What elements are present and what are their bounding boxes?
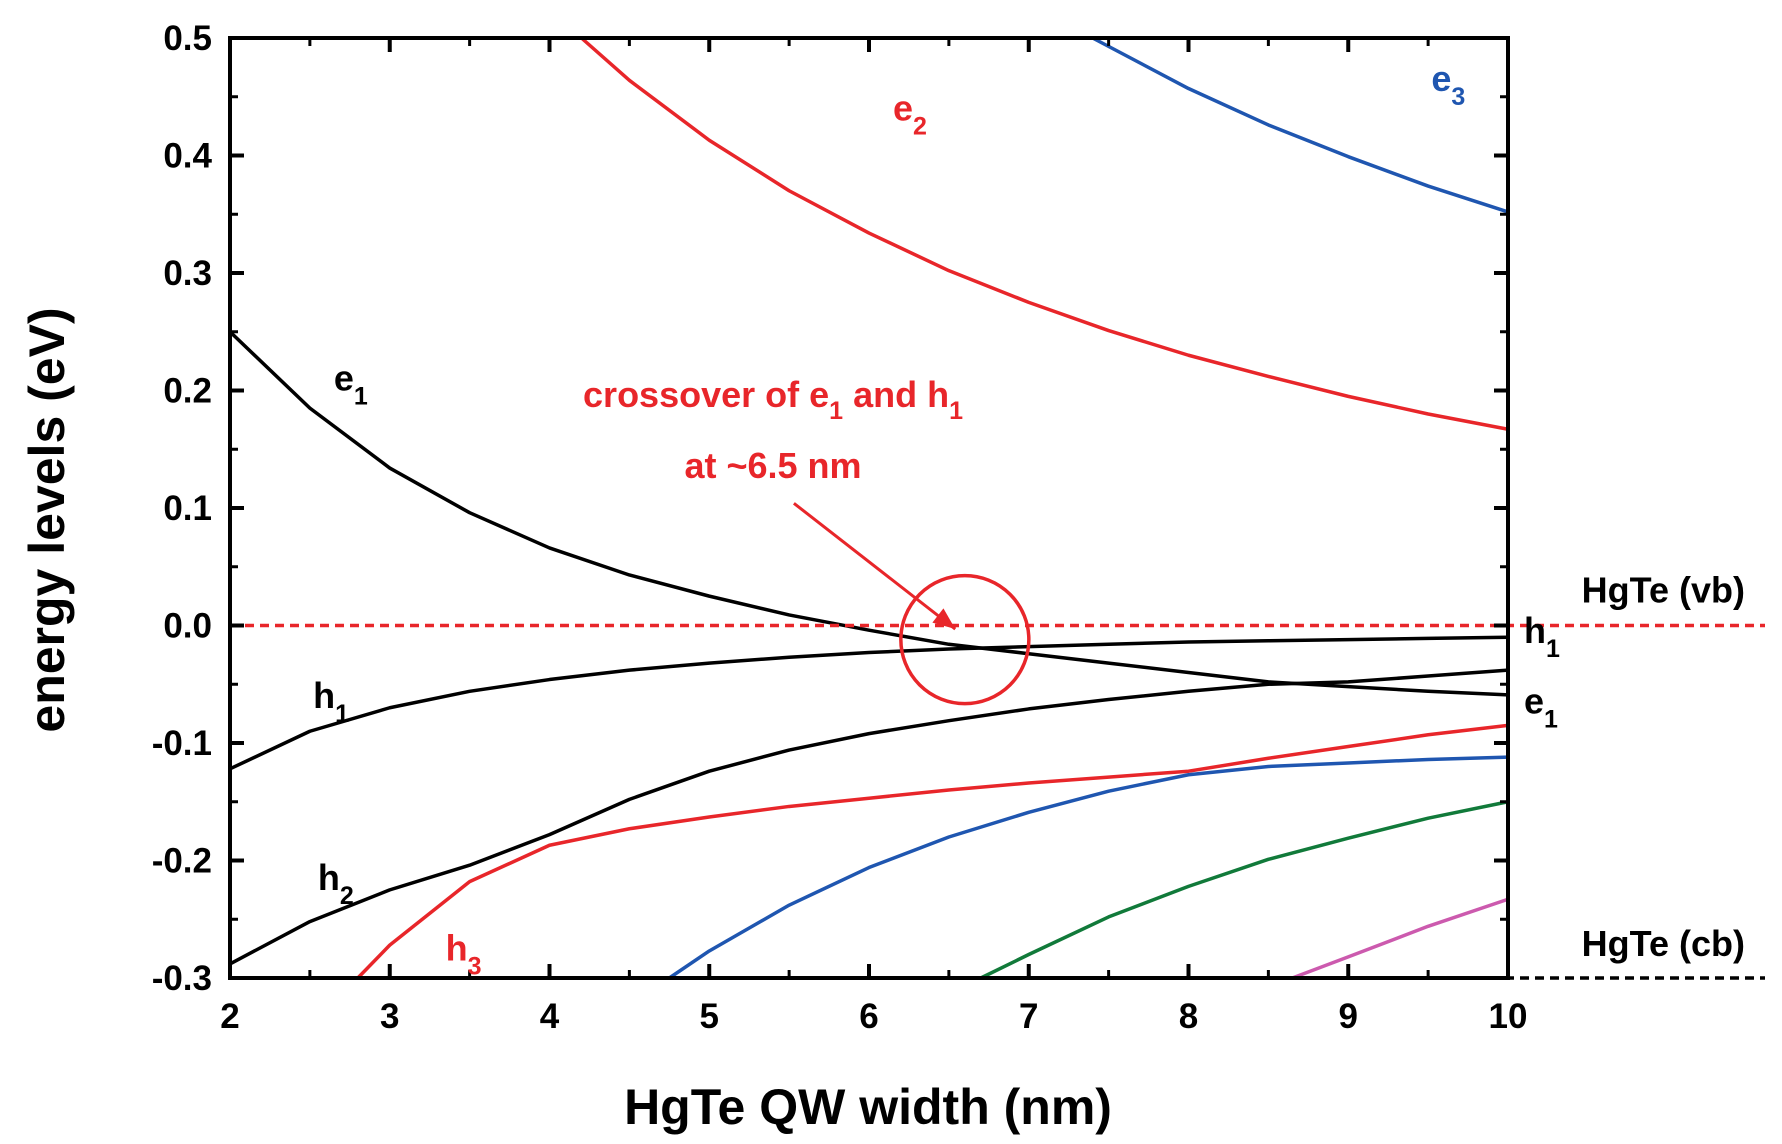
curve-labels: e1 h1 h2 h3 e2 e3 h1 e1 [313,58,1560,981]
reference-line-label: HgTe (cb) [1582,923,1745,964]
curve-h3 [356,723,1509,980]
y-tick-label: 0.1 [163,489,212,528]
curve-e3 [1091,36,1509,214]
y-tick-label: 0.5 [163,19,212,58]
crossover-circle [899,573,1031,706]
curve-label-e1: e1 [334,358,368,411]
y-tick-label: -0.3 [152,959,212,998]
curve-e2 [580,36,1509,431]
curve-label-h1: h1 [313,675,349,728]
y-tick-label: -0.2 [152,842,212,881]
x-tick-label: 3 [380,997,399,1036]
curve-label-e1: e1 [1524,681,1558,734]
x-tick-label: 9 [1339,997,1358,1036]
curve-label-h2: h2 [318,857,354,910]
curve-h2 [229,668,1509,966]
x-tick-label: 4 [540,997,560,1036]
arrow-head-icon [932,608,956,630]
x-tick-label: 8 [1179,997,1198,1036]
x-axis-title: HgTe QW width (nm) [624,1079,1112,1135]
annotation-line2: at ~6.5 nm [684,445,861,486]
y-axis-title: energy levels (eV) [19,307,75,732]
y-tick-label: -0.1 [152,724,212,763]
reference-line-label: HgTe (vb) [1582,570,1745,611]
arrow-line [792,502,957,631]
annotation-line1: crossover of e1 and h1 [583,374,963,425]
y-tick-label: 0.0 [163,607,212,646]
curves [228,36,1509,980]
curve-label-e3: e3 [1431,58,1465,111]
x-tick-label: 10 [1489,997,1528,1036]
curve-magenta [1291,897,1509,980]
curve-green [980,800,1509,980]
curve-label-h3: h3 [446,927,482,980]
curve-label-e2: e2 [893,87,927,140]
curve-label-h1: h1 [1524,610,1560,663]
y-tick-label: 0.3 [163,254,212,293]
y-tick-label: 0.2 [163,372,212,411]
x-tick-label: 5 [700,997,719,1036]
crossover-annotation: crossover of e1 and h1 at ~6.5 nm [583,374,1031,706]
y-tick-label: 0.4 [163,137,212,176]
plot-frame [228,36,1510,980]
x-tick-label: 2 [220,997,239,1036]
x-tick-label: 7 [1019,997,1038,1036]
curve-blue-lower [668,755,1509,980]
curve-h1 [229,635,1509,771]
x-tick-label: 6 [859,997,878,1036]
axis-ticks: 2 3 4 5 6 7 8 9 10 -0.3 -0.2 -0.1 0.0 0.1 0.2 0.3 0.4 0.5 [152,19,1528,1036]
